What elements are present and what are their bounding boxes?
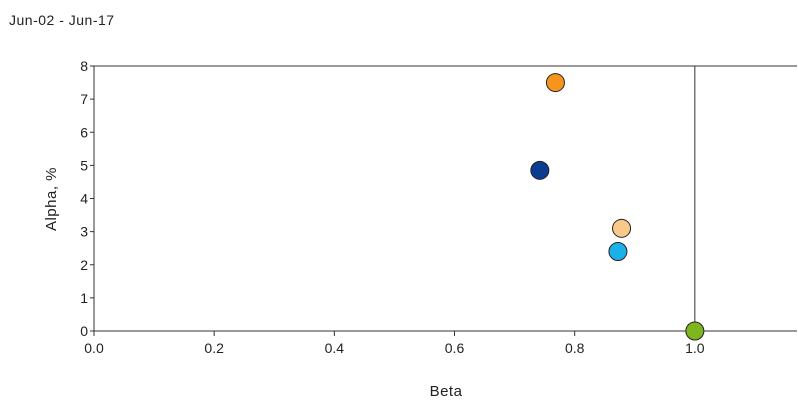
y-tick-label: 5 (80, 157, 88, 173)
y-tick-label: 6 (80, 124, 88, 140)
y-axis-title: Alpha, % (43, 167, 60, 231)
y-tick-label: 4 (80, 191, 88, 207)
y-tick-label: 1 (80, 290, 88, 306)
y-tick-label: 7 (80, 91, 88, 107)
x-tick-label: 0.6 (445, 340, 465, 356)
x-tick-label: 1.0 (685, 340, 705, 356)
y-tick-label: 0 (80, 323, 88, 339)
y-tick-label: 2 (80, 257, 88, 273)
x-axis-title: Beta (430, 383, 463, 400)
x-tick-label: 0.4 (325, 340, 345, 356)
x-tick-label: 0.8 (565, 340, 585, 356)
y-tick-label: 8 (80, 58, 88, 74)
x-tick-label: 0.0 (84, 340, 104, 356)
x-tick-label: 0.2 (204, 340, 224, 356)
date-range-label: Jun-02 - Jun-17 (9, 12, 115, 28)
y-tick-label: 3 (80, 224, 88, 240)
scatter-point[interactable] (545, 73, 565, 93)
scatter-point[interactable] (608, 242, 628, 261)
scatter-point[interactable] (530, 160, 550, 180)
scatter-point[interactable] (685, 321, 705, 341)
scatter-point[interactable] (612, 218, 632, 238)
